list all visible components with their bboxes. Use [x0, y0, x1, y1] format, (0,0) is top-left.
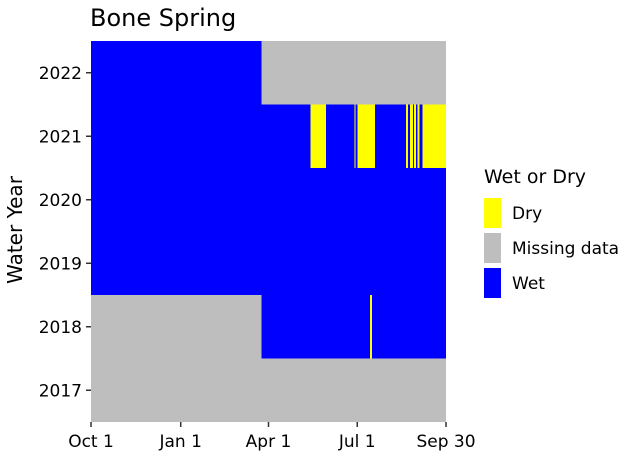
- legend: Wet or Dry Dry Missing data Wet: [484, 166, 619, 298]
- x-tick-label: Jan 1: [159, 432, 202, 452]
- cell-2021-dry: [310, 104, 327, 168]
- x-tick-label: Oct 1: [68, 432, 114, 452]
- legend-label-missing: Missing data: [512, 239, 619, 259]
- x-tick-label: Jul 1: [338, 432, 376, 452]
- x-axis-ticks: Oct 1 Jan 1 Apr 1 Jul 1 Sep 30: [68, 422, 476, 452]
- cell-2021-wet: [326, 104, 355, 168]
- cell-2021-dry: [422, 104, 446, 168]
- x-tick-label: Apr 1: [246, 432, 292, 452]
- cell-2017-missing: [91, 358, 446, 422]
- y-axis-ticks: 2017 2018 2019 2020 2021 2022: [39, 64, 91, 401]
- legend-items: Dry Missing data Wet: [484, 198, 619, 298]
- cell-2021-wet: [415, 104, 418, 168]
- y-tick-label: 2021: [39, 127, 82, 147]
- legend-label-wet: Wet: [512, 274, 545, 294]
- y-tick-label: 2018: [39, 318, 82, 338]
- cell-2021-wet: [355, 104, 358, 168]
- chart-title: Bone Spring: [90, 4, 236, 32]
- cell-2021-wet: [419, 104, 423, 168]
- cell-2021-dry: [406, 104, 408, 168]
- cell-2018-missing: [91, 295, 262, 359]
- cell-2021-dry: [413, 104, 416, 168]
- y-tick-label: 2017: [39, 381, 82, 401]
- cell-2021-wet: [374, 104, 407, 168]
- cell-2019-wet: [91, 231, 446, 295]
- y-tick-label: 2019: [39, 254, 82, 274]
- cell-2022-wet: [91, 41, 262, 105]
- cell-2018-dry: [369, 295, 372, 359]
- legend-swatch-wet: [484, 268, 501, 298]
- legend-label-dry: Dry: [512, 204, 542, 224]
- plot-cells: [91, 41, 446, 422]
- cell-2022-missing: [261, 41, 446, 105]
- cell-2020-wet: [91, 168, 446, 232]
- cell-2018-wet: [261, 295, 370, 359]
- cell-2021-wet: [412, 104, 414, 168]
- cell-2021-dry: [357, 104, 375, 168]
- legend-title: Wet or Dry: [484, 166, 586, 188]
- legend-swatch-missing: [484, 233, 501, 263]
- y-tick-label: 2022: [39, 64, 82, 84]
- cell-2021-dry: [354, 104, 356, 168]
- y-tick-label: 2020: [39, 191, 82, 211]
- x-tick-label: Sep 30: [416, 432, 475, 452]
- y-axis-label: Water Year: [3, 175, 27, 284]
- legend-swatch-dry: [484, 198, 501, 228]
- cell-2021-wet: [407, 104, 410, 168]
- cell-2021-dry: [417, 104, 420, 168]
- cell-2021-dry: [409, 104, 413, 168]
- cell-2018-wet: [371, 295, 446, 359]
- cell-2021-wet: [91, 104, 311, 168]
